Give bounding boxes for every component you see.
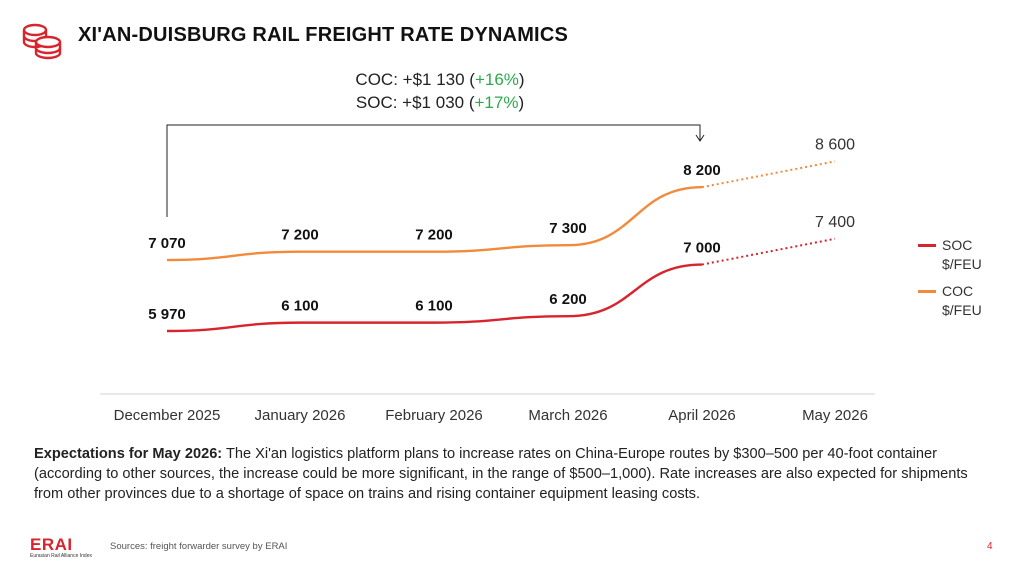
expectations-note: Expectations for May 2026: The Xi'an log… — [34, 444, 984, 504]
soc-change-pct: +17% — [474, 93, 519, 112]
x-tick-label: April 2026 — [668, 407, 736, 424]
source-text: Sources: freight forwarder survey by ERA… — [110, 541, 288, 552]
change-annotation: COC: +$1 130 (+16%) SOC: +$1 030 (+17%) — [330, 68, 550, 114]
data-label-coc: 7 200 — [281, 227, 319, 244]
series-line-coc — [166, 185, 703, 262]
note-lead: Expectations for May 2026: — [34, 446, 223, 462]
soc-change-text: SOC: +$1 030 ( — [355, 93, 475, 112]
series-forecast-coc — [701, 160, 836, 189]
bracket-arrow-icon — [695, 134, 705, 142]
coc-change-close: ) — [518, 70, 525, 89]
data-label-soc: 7 400 — [815, 214, 855, 231]
page-title: XI'AN-DUISBURG RAIL FREIGHT RATE DYNAMIC… — [78, 24, 568, 46]
legend-label-soc: SOC $/FEU — [942, 236, 1002, 274]
x-tick-label: December 2025 — [114, 407, 221, 424]
x-tick-label: May 2026 — [802, 407, 868, 424]
data-label-soc: 6 100 — [281, 298, 319, 315]
series-forecast-soc — [701, 237, 836, 266]
change-bracket — [166, 124, 705, 217]
coc-change-text: COC: +$1 130 ( — [355, 70, 475, 89]
logo-word: ERAI — [30, 535, 73, 554]
coc-change: COC: +$1 130 (+16%) — [330, 68, 550, 91]
x-tick-label: March 2026 — [528, 407, 607, 424]
coins-icon — [22, 23, 62, 60]
bracket-line — [166, 124, 701, 217]
page-number: 4 — [987, 541, 993, 552]
coc-change-pct: +16% — [474, 70, 519, 89]
data-label-coc: 7 300 — [549, 220, 587, 237]
legend-item-coc: COC $/FEU — [918, 282, 1002, 320]
data-label-coc: 7 200 — [415, 227, 453, 244]
logo-subtitle: Eurasian Rail Alliance Index — [30, 553, 92, 559]
legend-item-soc: SOC $/FEU — [918, 236, 1002, 274]
data-label-soc: 5 970 — [148, 306, 186, 323]
data-label-coc: 8 600 — [815, 136, 855, 153]
data-label-coc: 8 200 — [683, 162, 721, 179]
data-label-soc: 6 200 — [549, 291, 587, 308]
data-label-coc: 7 070 — [148, 235, 186, 252]
legend-label-coc-line1: COC — [942, 283, 974, 299]
x-tick-label: January 2026 — [255, 407, 346, 424]
header — [20, 20, 66, 60]
data-label-soc: 6 100 — [415, 298, 453, 315]
chart-legend: SOC $/FEU COC $/FEU — [918, 236, 1002, 328]
series-line-soc — [166, 263, 703, 333]
soc-change: SOC: +$1 030 (+17%) — [330, 91, 550, 114]
legend-label-coc: COC $/FEU — [942, 282, 1002, 320]
erai-logo: ERAI Eurasian Rail Alliance Index — [30, 536, 92, 559]
legend-label-coc-line2: $/FEU — [942, 302, 982, 318]
legend-swatch-coc — [918, 290, 936, 293]
legend-label-soc-line1: SOC — [942, 237, 973, 253]
x-tick-label: February 2026 — [385, 407, 483, 424]
soc-change-close: ) — [518, 93, 525, 112]
note-body: The Xi'an logistics platform plans to in… — [34, 446, 968, 502]
legend-label-soc-line2: $/FEU — [942, 256, 982, 272]
data-label-soc: 7 000 — [683, 240, 721, 257]
legend-swatch-soc — [918, 244, 936, 247]
